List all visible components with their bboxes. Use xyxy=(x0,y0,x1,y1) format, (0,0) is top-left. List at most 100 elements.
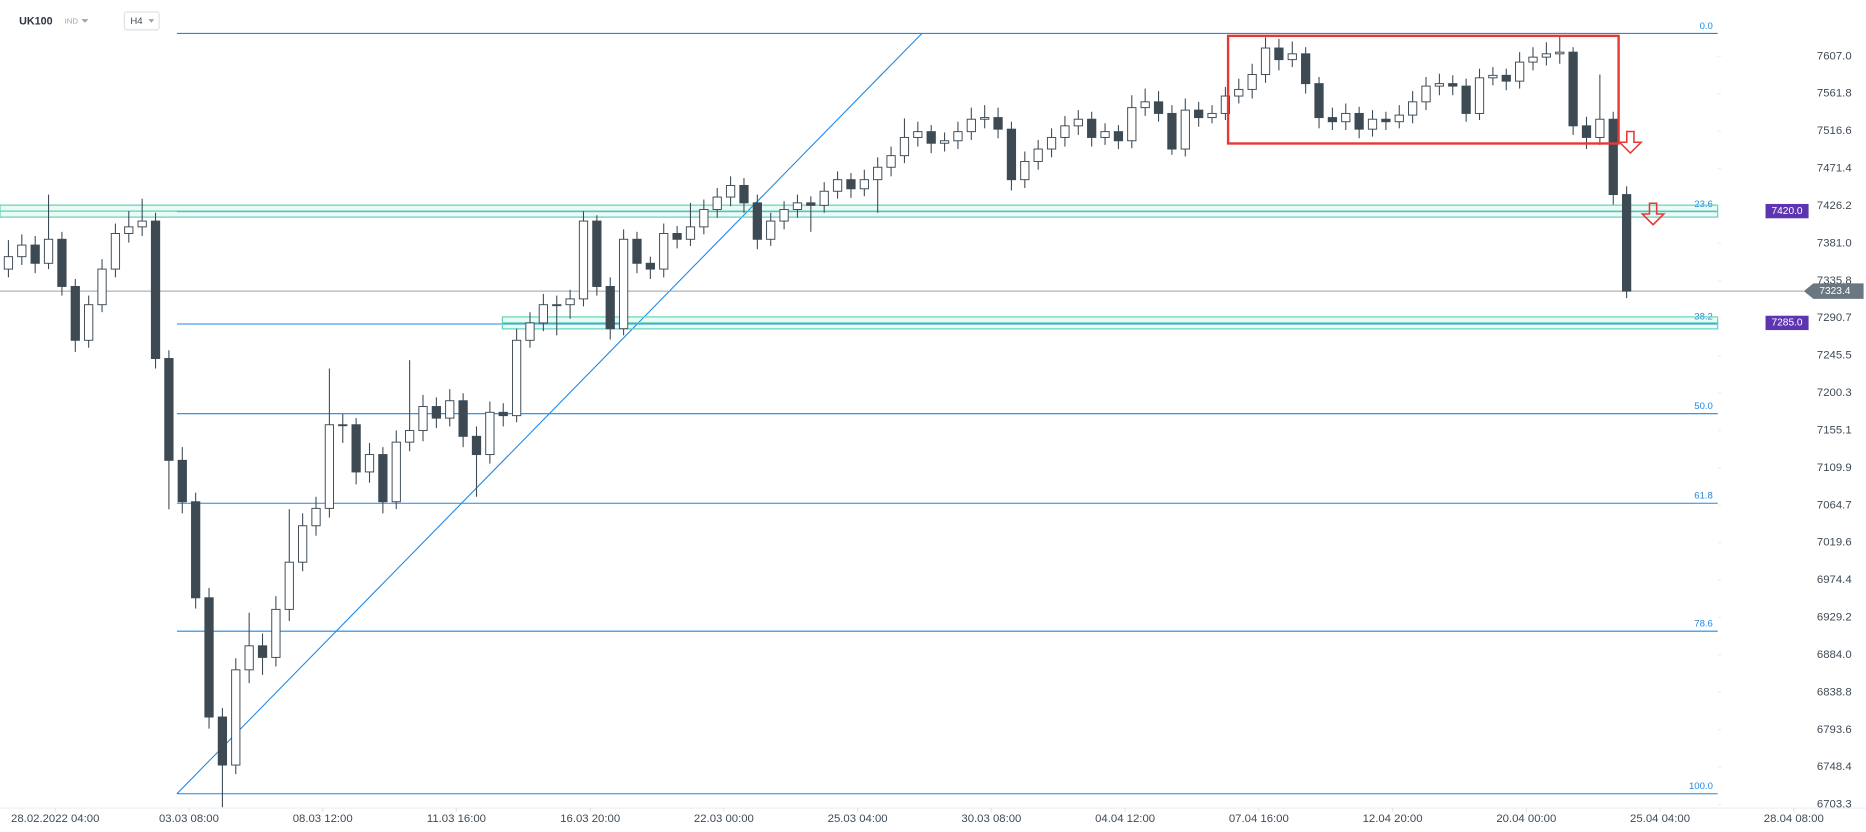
candle-body xyxy=(43,238,54,264)
x-tick-label: 25.04 04:00 xyxy=(1630,813,1690,825)
candle-body xyxy=(1287,53,1297,61)
down-arrow xyxy=(1617,130,1644,155)
candle-body xyxy=(271,608,281,658)
x-tick-label: 03.03 08:00 xyxy=(159,813,219,825)
y-tick-label: 6974.4 xyxy=(1817,574,1852,586)
symbol-dropdown[interactable] xyxy=(81,19,89,23)
candle-body xyxy=(191,501,201,599)
candle-body xyxy=(1528,56,1538,63)
candle-body xyxy=(659,233,669,270)
candle-body xyxy=(338,424,348,427)
candle-body xyxy=(1140,101,1150,109)
candle-body xyxy=(685,226,696,240)
fib-label: 23.6 xyxy=(1694,199,1713,210)
candle-body xyxy=(939,140,950,144)
candle-body xyxy=(993,117,1003,130)
y-tick-label: 6884.0 xyxy=(1817,649,1852,661)
candle-body xyxy=(766,220,776,240)
candle-body xyxy=(1046,136,1057,150)
candle-body xyxy=(1020,160,1030,181)
candle-body xyxy=(1354,112,1364,130)
candle-body xyxy=(17,244,27,258)
candle-body xyxy=(1060,125,1070,138)
candle-body xyxy=(913,131,923,138)
level-price-box xyxy=(1765,315,1809,331)
candle-body xyxy=(926,131,936,144)
interval-dropdown[interactable] xyxy=(148,19,155,23)
candle-body xyxy=(806,202,816,206)
candle-body xyxy=(1274,47,1284,61)
candle-body xyxy=(712,196,722,210)
y-tick-label: 7064.7 xyxy=(1817,499,1852,511)
y-tick-label: 7290.7 xyxy=(1817,312,1852,324)
candle-body xyxy=(458,400,468,437)
symbol[interactable]: UK100 xyxy=(19,15,52,27)
candle-body xyxy=(699,208,709,228)
candle-body xyxy=(1381,118,1391,123)
candle-body xyxy=(1595,118,1605,138)
fib-label: 61.8 xyxy=(1694,491,1713,502)
candle-body xyxy=(792,202,803,210)
interval[interactable]: H4 xyxy=(130,16,143,27)
candle-body xyxy=(3,256,14,270)
market: IND xyxy=(65,17,79,26)
x-tick-label: 28.04 08:00 xyxy=(1764,813,1824,825)
candle-body xyxy=(57,238,67,287)
candle-body xyxy=(204,597,214,718)
fib-label: 0.0 xyxy=(1700,21,1713,32)
candle-body xyxy=(819,190,829,206)
candle-body xyxy=(846,179,856,190)
y-tick-label: 6748.4 xyxy=(1817,761,1852,773)
level-price-box xyxy=(1765,203,1809,219)
candle-body xyxy=(1515,61,1525,82)
interval-button[interactable] xyxy=(123,11,160,31)
y-tick-label: 7335.8 xyxy=(1817,275,1852,287)
candle-body xyxy=(418,406,428,432)
candle-body xyxy=(886,155,896,168)
x-tick-label: 08.03 12:00 xyxy=(293,813,353,825)
candle-body xyxy=(859,179,869,190)
x-tick-label: 12.04 20:00 xyxy=(1363,813,1423,825)
candle-body xyxy=(164,358,174,461)
y-tick-label: 7109.9 xyxy=(1817,462,1852,474)
candle-body xyxy=(1608,118,1618,196)
level-price-label: 7285.0 xyxy=(1772,318,1803,329)
candle-body xyxy=(1461,85,1471,114)
candle-body xyxy=(1621,194,1632,292)
x-tick-label: 11.03 16:00 xyxy=(427,813,486,825)
candle-body xyxy=(832,179,843,192)
y-tick-label: 6793.6 xyxy=(1817,724,1852,736)
candle-body xyxy=(1087,118,1097,138)
candle-body xyxy=(298,525,308,563)
candle-body xyxy=(471,435,482,456)
candle-body xyxy=(592,220,602,287)
y-tick-label: 7471.4 xyxy=(1817,163,1852,175)
candle-body xyxy=(1501,74,1511,82)
candle-body xyxy=(378,454,388,503)
y-tick-label: 7019.6 xyxy=(1817,537,1852,549)
candle-body xyxy=(97,268,107,306)
candle-body xyxy=(498,411,508,417)
candle-body xyxy=(1541,53,1551,58)
y-tick-label: 6703.3 xyxy=(1817,799,1852,811)
candle-body xyxy=(1006,128,1017,181)
candle-body xyxy=(244,645,254,671)
last-price-label: 7323.4 xyxy=(1819,286,1850,297)
y-tick-label: 6929.2 xyxy=(1817,611,1852,623)
candle-body xyxy=(980,117,990,120)
candle-body xyxy=(311,507,321,527)
candle-body xyxy=(725,184,736,198)
candle-body xyxy=(137,220,147,228)
candle-body xyxy=(565,298,575,306)
y-tick-label: 7200.3 xyxy=(1817,387,1852,399)
candle-body xyxy=(1113,131,1124,142)
y-tick-label: 7245.5 xyxy=(1817,350,1852,362)
x-tick-label: 07.04 16:00 xyxy=(1229,813,1289,825)
candle-body xyxy=(1341,112,1351,123)
candle-body xyxy=(632,238,642,264)
signal-arrows xyxy=(1617,130,1666,226)
y-tick-label: 7516.6 xyxy=(1817,125,1852,137)
candle-body xyxy=(1581,125,1592,138)
y-tick-label: 7561.8 xyxy=(1817,88,1852,100)
